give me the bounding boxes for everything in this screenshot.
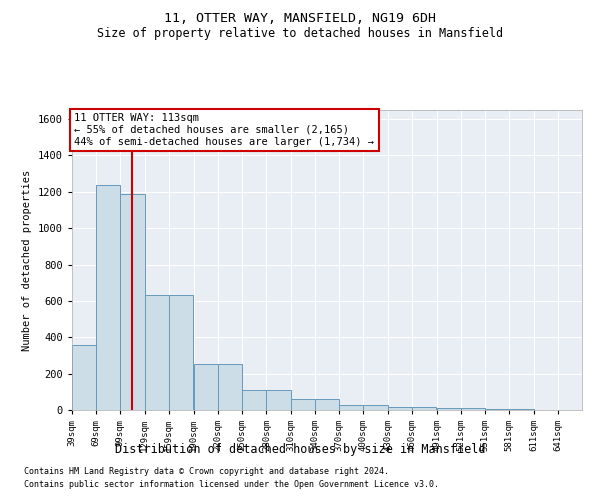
Bar [218, 364, 242, 410]
Bar [121, 194, 145, 410]
Bar [364, 406, 388, 410]
Bar [412, 408, 436, 410]
Bar [169, 296, 193, 410]
Bar [72, 346, 96, 410]
Bar [242, 390, 266, 410]
Bar [388, 408, 412, 410]
Bar [266, 390, 290, 410]
Text: Contains HM Land Registry data © Crown copyright and database right 2024.: Contains HM Land Registry data © Crown c… [24, 468, 389, 476]
Text: Contains public sector information licensed under the Open Government Licence v3: Contains public sector information licen… [24, 480, 439, 489]
Bar [509, 409, 533, 410]
Text: Distribution of detached houses by size in Mansfield: Distribution of detached houses by size … [115, 442, 485, 456]
Bar [290, 399, 315, 410]
Bar [339, 406, 364, 410]
Bar [194, 364, 218, 410]
Bar [485, 409, 509, 410]
Bar [96, 186, 121, 410]
Y-axis label: Number of detached properties: Number of detached properties [22, 170, 32, 350]
Bar [145, 296, 169, 410]
Text: 11 OTTER WAY: 113sqm
← 55% of detached houses are smaller (2,165)
44% of semi-de: 11 OTTER WAY: 113sqm ← 55% of detached h… [74, 114, 374, 146]
Text: 11, OTTER WAY, MANSFIELD, NG19 6DH: 11, OTTER WAY, MANSFIELD, NG19 6DH [164, 12, 436, 26]
Text: Size of property relative to detached houses in Mansfield: Size of property relative to detached ho… [97, 28, 503, 40]
Bar [315, 399, 339, 410]
Bar [461, 408, 485, 410]
Bar [437, 408, 461, 410]
